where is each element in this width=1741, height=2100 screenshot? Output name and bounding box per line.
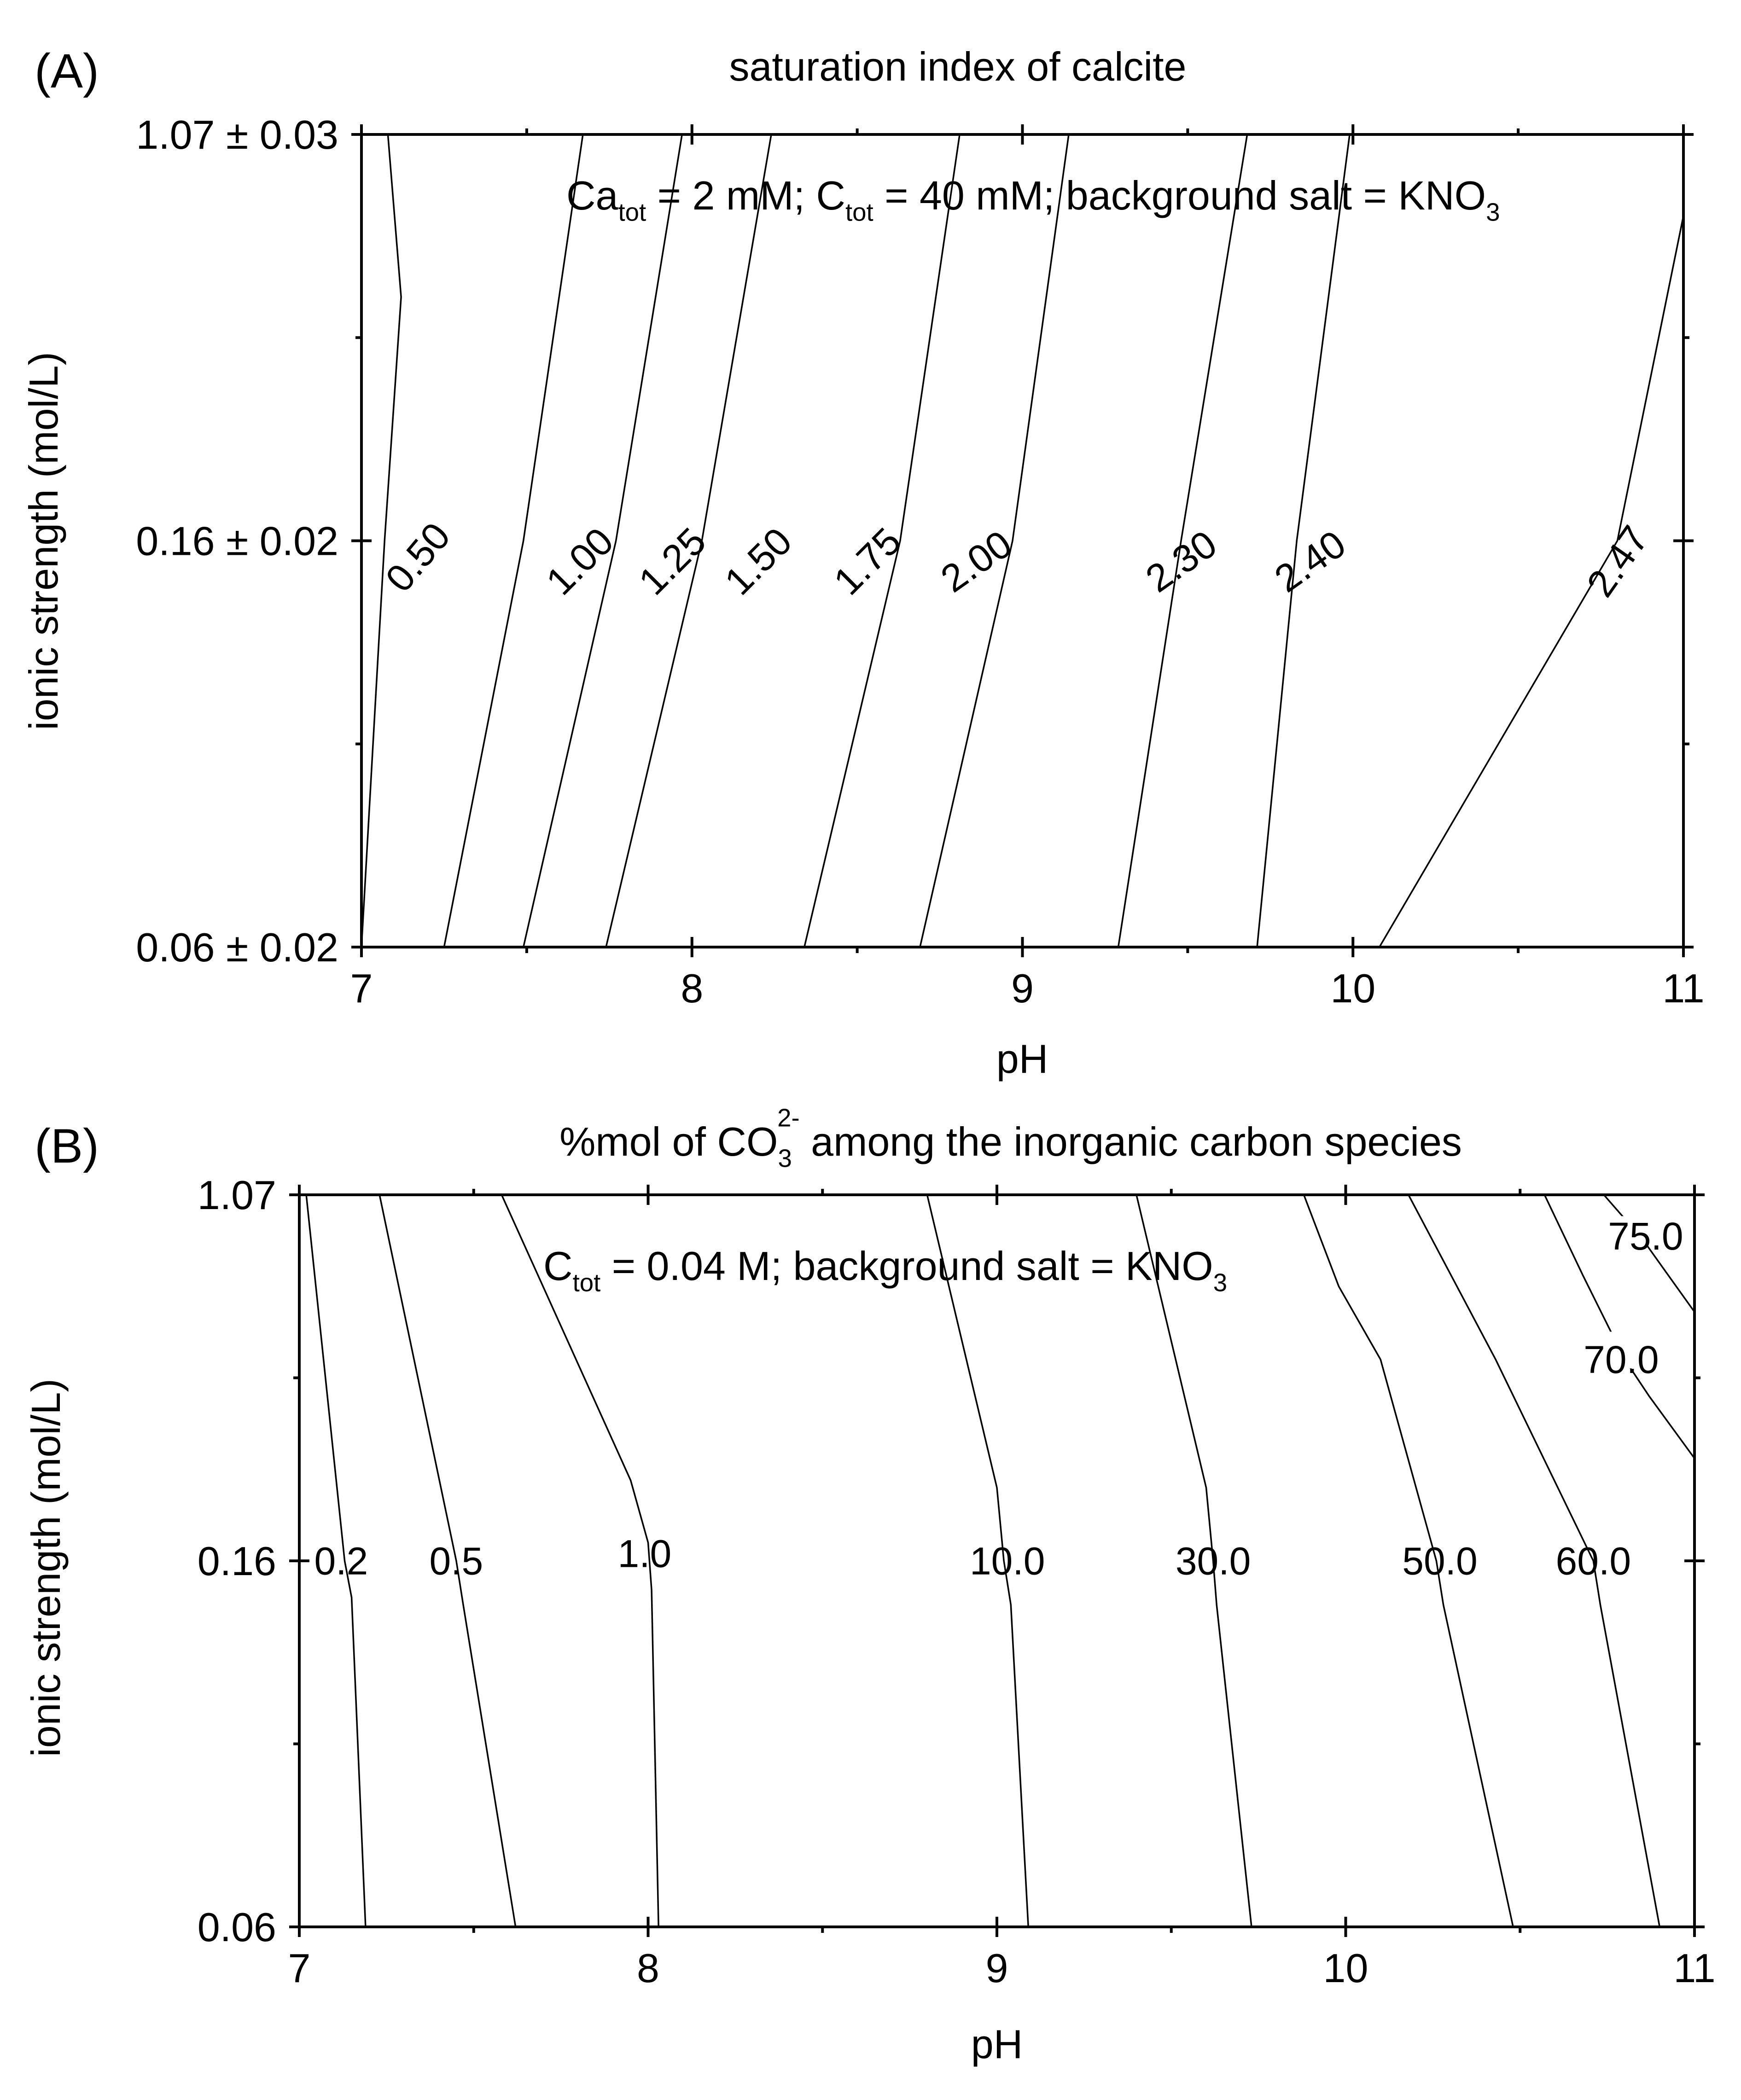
contour-label-1.0: 1.0 (618, 1532, 672, 1576)
panel-b-contour-labels: 0.2 0.5 1.0 10.0 30.0 50.0 60.0 70.0 75.0 (314, 1215, 1685, 1582)
contour-line-60.0 (1408, 1194, 1661, 1927)
contour-label-50.0: 50.0 (1402, 1539, 1478, 1582)
contour-line-1.50 (605, 134, 772, 948)
contour-label-2.47: 2.47 (1578, 518, 1657, 605)
contour-label-60.0: 60.0 (1556, 1539, 1631, 1582)
panel-b-title: %mol of CO32- among the inorganic carbon… (559, 1104, 1462, 1173)
panel-a-title: saturation index of calcite (729, 44, 1186, 89)
contour-line-1.00 (443, 134, 584, 948)
contour-label-bg (1607, 1216, 1685, 1246)
panel-a-contour-labels: 0.50 1.00 1.25 1.50 1.75 2.00 2.30 2.40 2.47 (377, 514, 1657, 605)
contour-label-2.30: 2.30 (1138, 522, 1224, 601)
contour-line-50.0 (1303, 1194, 1514, 1927)
y-tick-label: 0.06 (198, 1904, 276, 1950)
panel-a: (A) saturation index of calcite Catot = … (21, 44, 1705, 1082)
contour-label-1.00: 1.00 (538, 519, 622, 603)
contour-line-2.40 (1256, 134, 1351, 948)
x-tick-label: 8 (681, 966, 703, 1011)
panel-a-y-axis-label: ionic strength (mol/L) (21, 352, 66, 730)
x-tick-label: 8 (637, 1945, 659, 1991)
x-tick-label: 11 (1662, 966, 1704, 1011)
contour-line-30.0 (1135, 1194, 1252, 1927)
x-tick-label: 9 (1011, 966, 1034, 1011)
panel-b-x-axis-label: pH (971, 2021, 1023, 2067)
panel-b-letter: (B) (35, 1119, 99, 1173)
x-tick-label: 9 (986, 1945, 1008, 1991)
contour-label-bg (1574, 1332, 1668, 1369)
contour-line-10.0 (926, 1194, 1029, 1927)
contour-label-75.0: 75.0 (1608, 1215, 1683, 1258)
y-tick-label: 0.16 ± 0.02 (136, 518, 338, 564)
contour-label-1.75: 1.75 (825, 519, 909, 603)
x-tick-label: 7 (288, 1945, 311, 1991)
contour-line-0.50 (361, 134, 402, 948)
panel-a-tick-labels: 7 8 9 10 11 0.06 ± 0.02 0.16 ± 0.02 1.07 ± 0.03 (136, 112, 1704, 1011)
x-tick-label: 10 (1330, 966, 1375, 1011)
y-tick-label: 0.16 (198, 1538, 276, 1584)
contour-label-2.00: 2.00 (933, 522, 1019, 601)
contour-label-70.0: 70.0 (1584, 1338, 1659, 1381)
contour-line-0.5 (378, 1194, 517, 1927)
panel-b-contours (305, 1194, 1695, 1927)
contour-label-0.5: 0.5 (430, 1539, 483, 1582)
x-tick-label: 11 (1673, 1945, 1715, 1991)
panel-b-y-axis-label: ionic strength (mol/L) (23, 1379, 69, 1757)
contour-line-2.47 (1379, 215, 1684, 948)
panel-a-annotation: Catot = 2 mM; Ctot = 40 mM; background s… (566, 173, 1500, 227)
panel-a-ticks (351, 124, 1694, 957)
x-tick-label: 10 (1323, 1945, 1368, 1991)
contour-line-1.0 (501, 1194, 659, 1927)
panel-a-contours (361, 134, 1684, 948)
contour-line-0.2 (305, 1194, 367, 1927)
panel-b-ticks (289, 1185, 1705, 1937)
panel-b: (B) %mol of CO32- among the inorganic ca… (23, 1104, 1716, 2067)
panel-a-plot-frame (360, 133, 1685, 948)
y-tick-label: 0.06 ± 0.02 (136, 925, 338, 970)
panel-b-tick-labels: 7 8 9 10 11 0.06 0.16 1.07 (198, 1172, 1716, 1991)
contour-label-0.2: 0.2 (314, 1539, 368, 1582)
contour-label-0.50: 0.50 (377, 514, 459, 600)
contour-line-1.75 (804, 134, 961, 948)
panel-a-letter: (A) (35, 44, 99, 98)
panel-a-x-axis-label: pH (996, 1036, 1048, 1082)
contour-label-1.25: 1.25 (630, 519, 714, 603)
y-tick-label: 1.07 (198, 1172, 276, 1218)
contour-label-2.40: 2.40 (1267, 522, 1353, 601)
contour-line-2.30 (1117, 134, 1248, 948)
contour-label-1.50: 1.50 (716, 519, 800, 603)
contour-line-1.25 (522, 134, 683, 948)
y-tick-label: 1.07 ± 0.03 (136, 112, 338, 157)
x-tick-label: 7 (350, 966, 373, 1011)
contour-label-10.0: 10.0 (970, 1539, 1045, 1582)
panel-b-annotation: Ctot = 0.04 M; background salt = KNO3 (543, 1243, 1227, 1297)
contour-label-30.0: 30.0 (1176, 1539, 1251, 1582)
contour-line-2.00 (919, 134, 1070, 948)
